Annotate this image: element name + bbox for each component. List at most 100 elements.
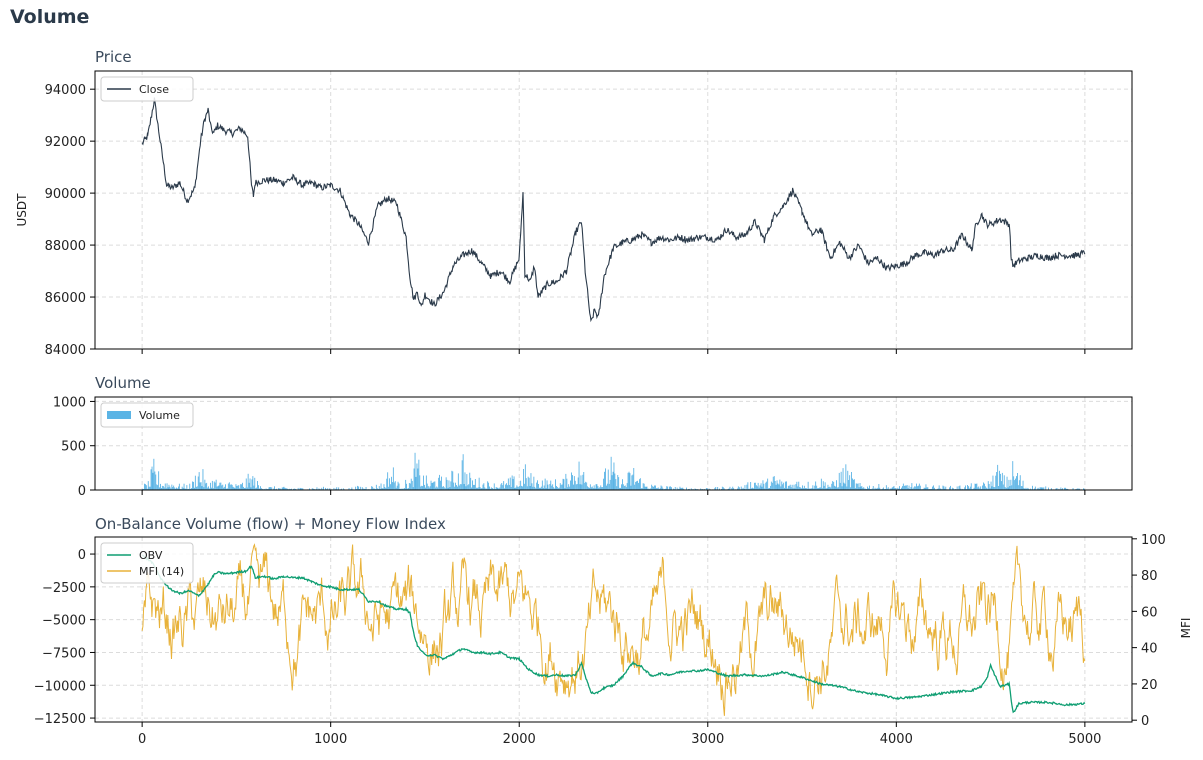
volume-bar [904,485,906,490]
volume-bar [570,480,571,490]
volume-bar [810,488,812,490]
volume-bar [878,484,880,490]
volume-bar [616,486,618,490]
volume-bar [885,485,887,490]
volume-bar [168,484,170,490]
volume-bar [204,479,206,490]
volume-bar [397,481,399,490]
volume-bar [396,485,398,490]
legend-entry: Volume [139,409,180,422]
volume-bar [225,484,226,490]
mfi-ylabel: MFI [1179,618,1193,639]
volume-bar [221,485,223,490]
volume-bar [300,488,302,490]
volume-bar [1001,472,1003,490]
volume-bar [812,485,814,490]
volume-bar [536,482,538,490]
volume-bar [587,486,588,490]
y2-tick-label: 80 [1141,569,1158,584]
volume-bar [274,486,275,490]
volume-bar [326,488,328,490]
volume-bar [893,486,895,490]
volume-bar [850,487,851,490]
volume-bar [207,487,209,490]
volume-bar [1028,488,1030,490]
volume-bar [828,487,830,490]
volume-bar [283,486,285,490]
volume-bar [650,488,652,490]
obv-panel-title: On-Balance Volume (flow) + Money Flow In… [95,515,446,533]
volume-bar [232,486,234,490]
volume-bar [1066,488,1067,490]
volume-bar [178,483,180,490]
x-tick-label: 3000 [691,732,724,747]
volume-bar [408,488,409,490]
volume-bar [426,483,428,490]
volume-bar [386,478,388,490]
volume-bar [519,485,521,490]
volume-bar [933,485,934,490]
volume-bar [177,488,178,490]
volume-bar [674,487,676,490]
volume-bar [808,488,810,490]
volume-bar [927,487,929,490]
volume-bar [974,483,976,490]
volume-bar [222,484,224,490]
volume-bar [517,486,519,490]
volume-bar [633,468,635,490]
volume-bar [246,487,248,490]
volume-bar [336,487,338,490]
volume-bar [777,483,779,490]
volume-bar [373,488,374,490]
price-panel: 84000 86000 88000 90000 92000 94000 Close [45,70,1133,358]
volume-bar [654,485,655,490]
volume-bar [614,473,616,490]
volume-bar [301,488,303,490]
volume-bar [198,472,200,490]
volume-bar [1064,487,1065,490]
volume-bar [779,479,781,490]
volume-bar [216,486,218,490]
volume-bar [230,484,232,490]
volume-bar [447,487,449,490]
volume-bar [328,488,330,490]
volume-bar [227,488,228,490]
volume-bar [634,484,636,490]
volume-bar [851,472,852,490]
volume-bar [671,487,672,490]
volume-bar [545,488,547,490]
y2-tick-label: 100 [1141,533,1166,548]
volume-bar [554,488,555,490]
volume-bar [248,482,250,490]
volume-bar [255,488,257,490]
y2-tick-label: 0 [1141,714,1149,729]
volume-bar [1039,487,1041,490]
volume-bar [1002,484,1004,490]
volume-bar [342,488,344,490]
volume-bar [381,488,383,490]
page-title: Volume [10,6,90,28]
volume-bar [162,486,164,490]
volume-bar [257,481,258,490]
volume-bar [801,488,802,490]
volume-bar [309,488,310,490]
volume-bar [660,485,662,490]
volume-bar [995,475,997,490]
x-tick-label: 5000 [1068,732,1101,747]
y-tick-label: 86000 [45,291,86,306]
volume-bar [819,487,820,490]
volume-bar [705,488,707,490]
legend-entry: OBV [139,549,163,562]
volume-bar [355,486,357,490]
volume-bar [182,487,184,490]
volume-bar [783,482,785,490]
volume-bar [627,472,629,490]
volume-bar [861,486,863,490]
volume-bar [820,478,822,490]
y-tick-label: −7500 [42,646,86,661]
volume-bar [676,487,678,490]
volume-bar [621,484,622,490]
volume-bar [202,469,204,490]
volume-bar [732,486,734,490]
volume-bar [286,488,288,490]
